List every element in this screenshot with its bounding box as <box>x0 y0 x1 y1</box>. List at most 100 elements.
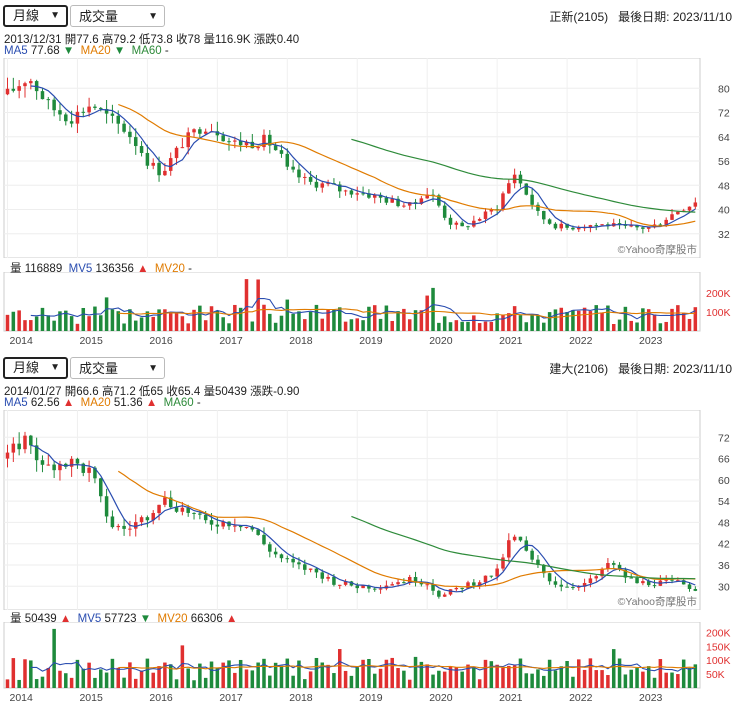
volume-bar <box>163 662 167 688</box>
candle-body <box>693 202 698 207</box>
x-tick-label: 2016 <box>149 335 173 347</box>
candle-body <box>308 568 313 570</box>
candle-body <box>198 513 202 515</box>
volume-bar <box>681 312 686 331</box>
x-tick-label: 2018 <box>289 692 313 704</box>
period-select[interactable]: 月線 ▼ <box>3 5 68 27</box>
x-tick-label: 2017 <box>219 335 243 347</box>
x-tick-label: 2021 <box>499 692 523 704</box>
volume-bars <box>5 628 698 688</box>
period-select-value: 月線 <box>13 360 40 375</box>
candle-body <box>320 572 325 579</box>
candle-body <box>46 464 51 466</box>
last-date: 2023/11/10 <box>672 10 732 24</box>
candle-body <box>279 554 284 559</box>
price-chart[interactable]: 32 40 48 56 64 72 80 ©Yahoo奇摩股市 <box>0 58 740 258</box>
ma5-value: 77.68 <box>30 45 60 57</box>
volume-bars <box>5 279 698 331</box>
volume-tick-label: 200K <box>706 627 731 639</box>
candle-body <box>75 111 80 124</box>
volume-bar <box>58 311 62 331</box>
candle-body <box>244 141 249 146</box>
mv5-line <box>30 297 696 322</box>
volume-bar <box>262 304 266 331</box>
candle-body <box>40 460 45 465</box>
indicator-select[interactable]: 成交量 ▼ <box>70 357 165 379</box>
candle-body <box>93 106 97 108</box>
volume-bar <box>390 657 394 688</box>
indicator-select[interactable]: 成交量 ▼ <box>70 5 165 27</box>
volume-bar <box>646 309 651 331</box>
volume-bar <box>512 665 517 688</box>
candle-body <box>5 452 10 459</box>
price-chart[interactable]: 30 36 42 48 54 60 66 72 ©Yahoo奇摩股市 <box>0 410 740 610</box>
candle-body <box>477 218 482 221</box>
volume-bar <box>466 321 470 331</box>
volume-bar <box>372 673 377 688</box>
candle-body <box>221 521 225 527</box>
volume-bar <box>209 661 214 688</box>
volume-bar <box>250 321 255 331</box>
volume-bar <box>343 670 348 688</box>
candle-body <box>594 225 598 227</box>
candle-body <box>332 576 336 585</box>
last-date: 2023/11/10 <box>672 362 732 376</box>
volume-bar <box>291 313 295 331</box>
ma5-line <box>30 444 696 593</box>
candle-body <box>81 463 86 473</box>
volume-tick-label: 50K <box>706 669 725 681</box>
candle-body <box>192 512 196 514</box>
ma5-value: 62.56 <box>30 397 60 409</box>
candle-body <box>58 110 62 115</box>
volume-bar <box>594 670 598 688</box>
candle-body <box>338 184 342 192</box>
x-tick-label: 2019 <box>359 335 383 347</box>
volume-bar <box>279 665 284 688</box>
candle-body <box>635 577 639 584</box>
volume-bar <box>553 670 558 688</box>
volume-bar <box>361 320 365 331</box>
candle-body <box>623 569 628 578</box>
candle-body <box>629 577 633 579</box>
volume-bar <box>128 662 132 688</box>
volume-chart[interactable]: 200K 100K 2014 2015 2016 2017 2018 2019 2020 2021… <box>0 272 740 347</box>
volume-bar <box>454 667 459 688</box>
volume-bar <box>308 671 313 688</box>
candle-body <box>547 219 552 224</box>
candle-body <box>23 435 27 450</box>
period-select[interactable]: 月線 ▼ <box>3 357 68 379</box>
mv5-dir: ▼ <box>139 613 152 625</box>
volume-bar <box>361 659 365 688</box>
candle-body <box>268 134 272 146</box>
candle-body <box>396 198 400 207</box>
volume-bar <box>157 309 161 331</box>
volume-bar <box>110 658 115 688</box>
x-tick-label: 2022 <box>569 692 593 704</box>
candle-body <box>163 497 167 505</box>
volume-bar <box>641 308 645 331</box>
ma20-dir: ▲ <box>145 397 158 409</box>
volume-bar <box>483 659 488 688</box>
volume-bar <box>419 310 424 331</box>
volume-bar <box>198 305 202 331</box>
volume-bar <box>285 299 290 331</box>
mv5-dir: ▲ <box>137 263 149 275</box>
candle-body <box>314 181 319 188</box>
volume-bar <box>600 670 604 688</box>
indicator-select-value: 成交量 <box>79 361 119 376</box>
candle-body <box>238 525 243 528</box>
indicator-select-value: 成交量 <box>79 9 119 24</box>
volume-bar <box>448 322 453 331</box>
volume-bar <box>501 667 505 688</box>
volume-bar <box>238 307 243 331</box>
volume-bar <box>81 307 86 331</box>
candle-body <box>367 585 371 589</box>
candle-body <box>52 464 56 471</box>
candle-body <box>670 579 674 581</box>
mv5-line <box>30 660 696 672</box>
volume-chart[interactable]: 200K 150K 100K 50K 2014 2015 2016 2017 2018 2019 2… <box>0 622 740 704</box>
candle-body <box>501 193 505 210</box>
volume-bar <box>87 662 91 688</box>
volume-bar <box>75 323 80 331</box>
candle-body <box>466 582 470 589</box>
